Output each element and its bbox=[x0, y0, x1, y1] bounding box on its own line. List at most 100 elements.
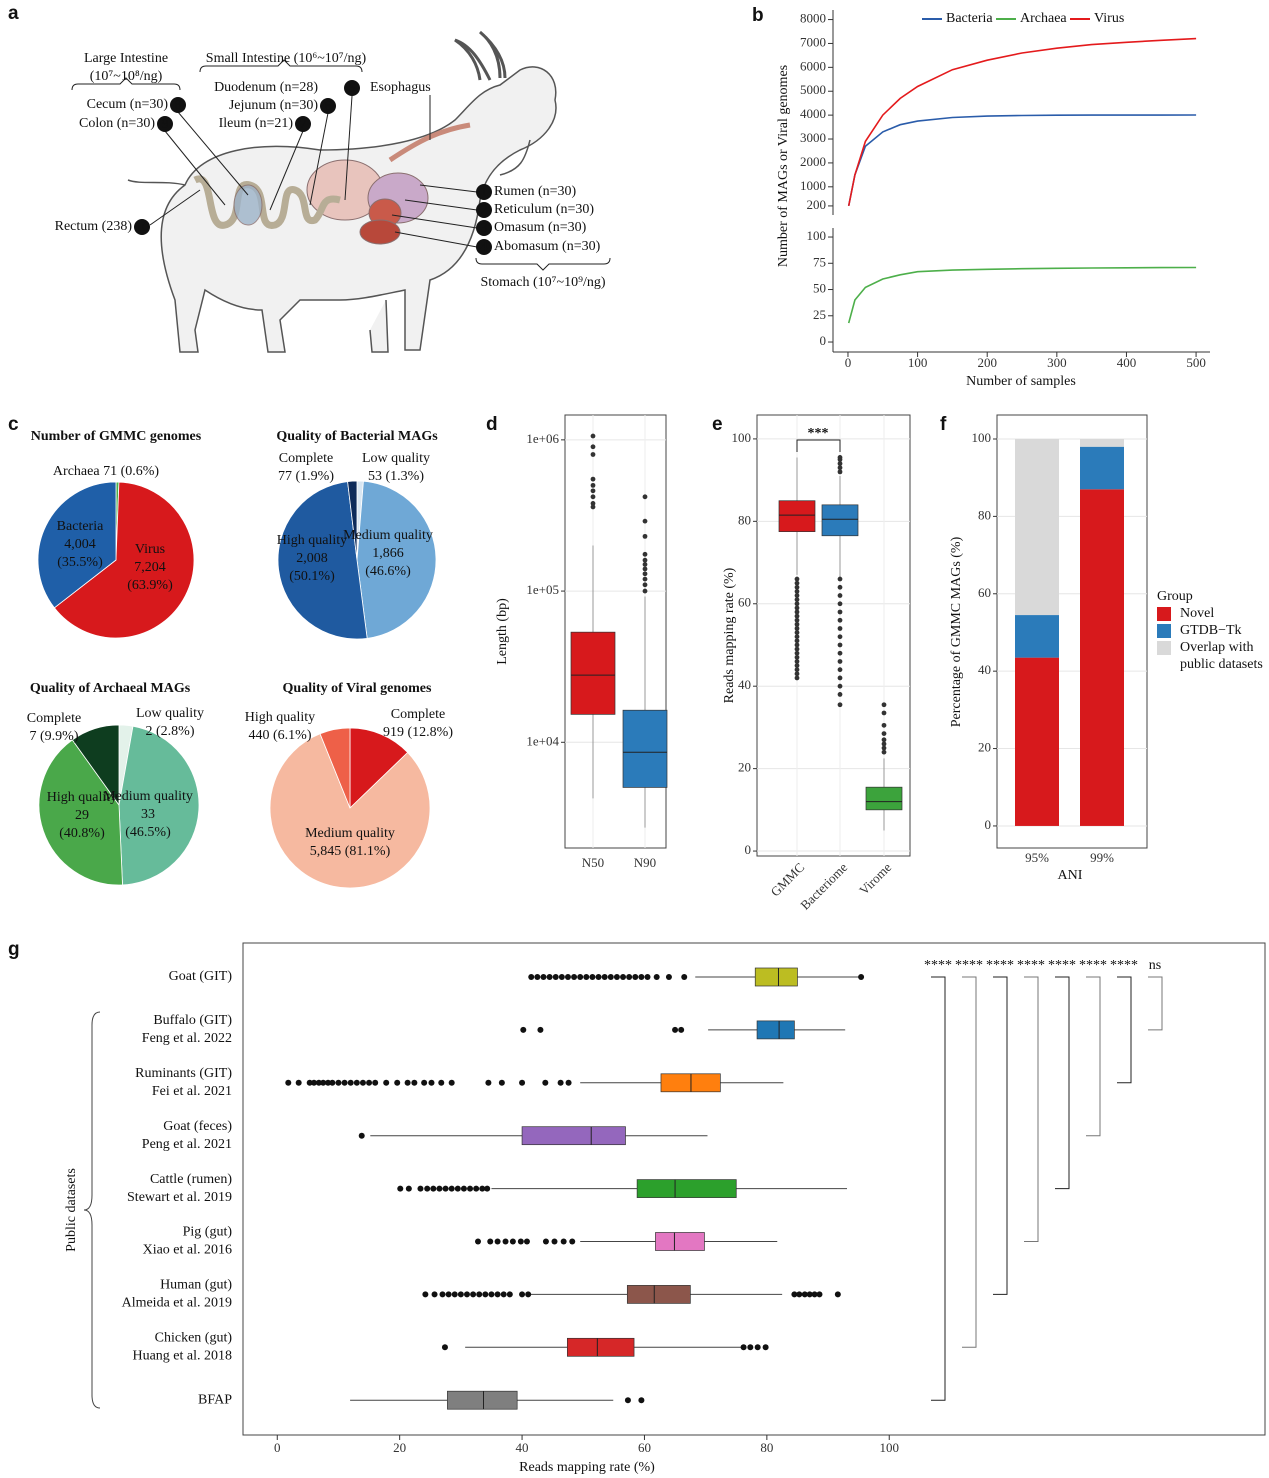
slice-label-part: Low quality bbox=[136, 706, 204, 721]
outlier bbox=[791, 1291, 798, 1298]
site-marker bbox=[344, 80, 360, 96]
outlier bbox=[834, 1291, 841, 1298]
category-label: BFAP bbox=[198, 1392, 232, 1407]
legend-label: Archaea bbox=[1020, 11, 1067, 26]
outlier bbox=[837, 650, 843, 656]
outlier bbox=[310, 1079, 317, 1086]
slice-label-part: High quality bbox=[277, 533, 347, 548]
outlier bbox=[837, 576, 843, 582]
outlier bbox=[794, 597, 800, 603]
x-tick-label: 0 bbox=[274, 1440, 281, 1455]
outlier bbox=[624, 1397, 631, 1404]
comparison-label: **** bbox=[1017, 958, 1045, 973]
y-tick-label: 1e+06 bbox=[526, 431, 559, 446]
outlier bbox=[794, 626, 800, 631]
outlier bbox=[858, 974, 865, 980]
outlier bbox=[881, 702, 887, 708]
box bbox=[636, 1179, 737, 1198]
outlier bbox=[881, 731, 887, 736]
x-tick-label: 400 bbox=[1117, 355, 1137, 370]
slice-label: 7,204 bbox=[134, 560, 166, 575]
site-label: Duodenum (n=28) bbox=[214, 80, 318, 95]
reference-label: Xiao et al. 2016 bbox=[143, 1243, 232, 1258]
x-tick-label: 100 bbox=[879, 1440, 899, 1455]
outlier bbox=[479, 1185, 486, 1192]
slice-label: High quality bbox=[277, 533, 347, 548]
outlier bbox=[542, 1238, 549, 1245]
box bbox=[778, 500, 816, 532]
box bbox=[521, 1126, 626, 1146]
pie-slice bbox=[269, 733, 431, 889]
slice-label-part: 71 bbox=[103, 464, 117, 479]
slice-label: Complete bbox=[27, 711, 81, 726]
slice-label: 2,008 bbox=[296, 551, 328, 566]
outlier bbox=[436, 1185, 443, 1192]
y-tick-label: 100 bbox=[732, 430, 752, 445]
pie-title: Quality of Bacterial MAGs bbox=[276, 429, 438, 444]
outlier bbox=[359, 1079, 366, 1086]
outlier bbox=[517, 1238, 524, 1245]
y-tick-label: 80 bbox=[978, 507, 991, 522]
outlier bbox=[525, 1291, 532, 1298]
slice-label-part: (81.1%) bbox=[345, 844, 391, 859]
outlier bbox=[439, 1291, 446, 1298]
outlier bbox=[485, 1079, 492, 1086]
slice-label-part: 33 bbox=[141, 807, 155, 822]
comparison-label: **** bbox=[955, 958, 983, 973]
outlier bbox=[794, 654, 800, 660]
slice-label: Medium quality bbox=[305, 826, 395, 841]
y-tick-label: 2000 bbox=[800, 154, 826, 169]
outlier bbox=[520, 1026, 527, 1033]
y-tick-label: 60 bbox=[978, 585, 991, 600]
slice-label: 33 bbox=[141, 807, 155, 822]
pie-slice bbox=[349, 727, 409, 809]
slice-label-part: Virus bbox=[135, 542, 165, 557]
site-number: 1 bbox=[481, 185, 488, 200]
slice-label-part: High quality bbox=[47, 790, 117, 805]
outlier bbox=[569, 1238, 576, 1245]
site-number: 8 bbox=[175, 98, 182, 113]
outlier bbox=[837, 455, 843, 460]
y2-tick-label: 75 bbox=[813, 254, 826, 269]
outlier bbox=[794, 605, 800, 611]
pie-title: Quality of Archaeal MAGs bbox=[30, 681, 191, 696]
outlier bbox=[620, 974, 627, 980]
outlier bbox=[681, 974, 688, 980]
outlier bbox=[295, 1079, 302, 1086]
y-tick-label: 20 bbox=[738, 760, 751, 775]
y2-tick-label: 0 bbox=[820, 333, 827, 348]
bar-segment bbox=[1080, 489, 1124, 826]
outlier bbox=[509, 1238, 516, 1245]
legend-label: GTDB−Tk bbox=[1180, 623, 1242, 638]
series-line bbox=[847, 114, 1197, 207]
significance-bracket bbox=[796, 439, 841, 452]
outlier bbox=[422, 1291, 429, 1298]
box bbox=[622, 709, 668, 788]
outlier bbox=[595, 974, 602, 980]
slice-label: High quality bbox=[47, 790, 117, 805]
outlier bbox=[837, 642, 843, 648]
slice-label: (50.1%) bbox=[289, 569, 335, 584]
outlier bbox=[467, 1185, 474, 1192]
y-tick-label: 6000 bbox=[800, 58, 826, 73]
box bbox=[821, 504, 859, 537]
region-density: (10⁷~10⁸/ng) bbox=[90, 69, 163, 84]
slice-label-part: 53 bbox=[368, 469, 382, 484]
panel-label: a bbox=[8, 3, 19, 24]
panel-d-frame bbox=[564, 414, 667, 849]
outlier bbox=[794, 609, 800, 615]
outlier bbox=[881, 749, 887, 755]
outlier bbox=[315, 1079, 322, 1086]
outlier bbox=[442, 1185, 449, 1192]
outlier bbox=[590, 488, 596, 494]
pie-title: Quality of Viral genomes bbox=[283, 681, 432, 696]
slice-label-part: (2.8%) bbox=[156, 724, 195, 739]
panel-label: c bbox=[8, 414, 19, 435]
outlier bbox=[837, 692, 843, 697]
outlier bbox=[546, 974, 553, 980]
slice-label-part: 7,204 bbox=[134, 560, 166, 575]
outlier bbox=[794, 593, 800, 598]
outlier bbox=[881, 710, 887, 716]
outlier bbox=[445, 1291, 452, 1298]
y-tick-label: 0 bbox=[745, 842, 752, 857]
